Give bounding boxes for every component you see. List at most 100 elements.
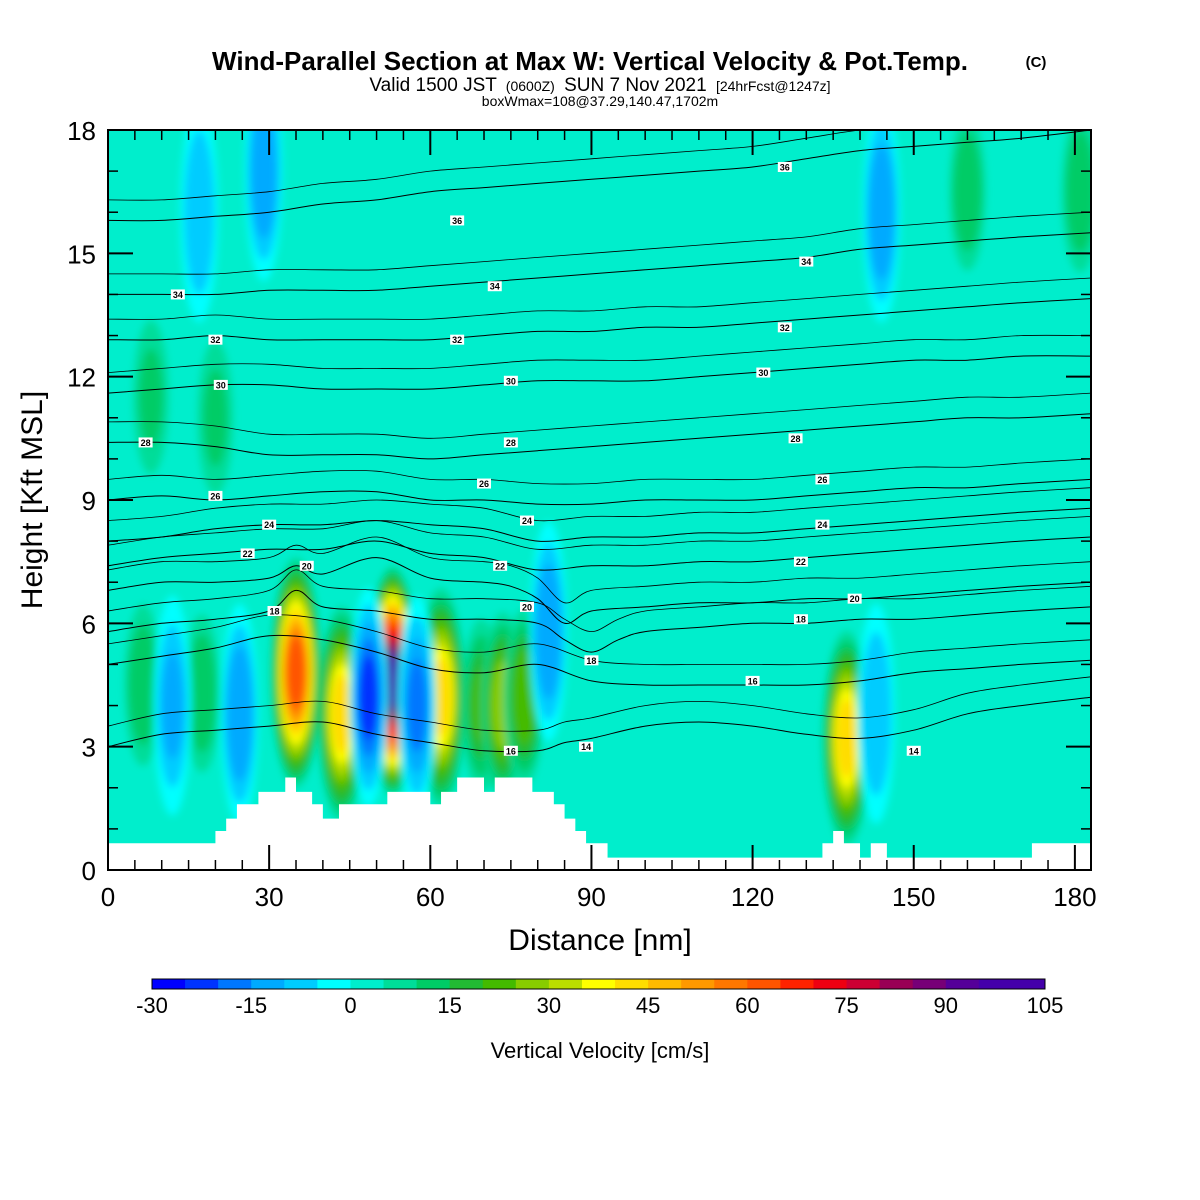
y-tick-label: 9 <box>82 486 96 516</box>
theta-contour-18 <box>108 589 1091 653</box>
contour-label-bg <box>519 515 534 526</box>
colorbar-tick-label: 75 <box>834 993 858 1018</box>
contour-label-bg <box>240 548 255 559</box>
contour-label: 24 <box>264 520 274 530</box>
colorbar-swatch <box>152 979 186 989</box>
contour-label: 30 <box>216 380 226 390</box>
colorbar-swatch <box>1011 979 1046 989</box>
y-tick-label: 15 <box>67 239 96 269</box>
contour-labels: 14 14 16 16 18 18 18 20 20 20 22 22 22 24 24 24 26 26 26 28… <box>138 162 921 756</box>
colorbar-swatch <box>482 979 517 989</box>
x-tick-label: 30 <box>255 882 284 912</box>
contour-label: 28 <box>141 438 151 448</box>
x-tick-label: 60 <box>416 882 445 912</box>
colorbar-swatch <box>747 979 781 989</box>
updraft-11 <box>1070 151 1091 232</box>
valid-date: SUN 7 Nov 2021 <box>564 75 707 96</box>
updraft-12 <box>203 369 228 467</box>
contour-label: 32 <box>452 335 462 345</box>
colorbar-swatch <box>251 979 285 989</box>
contour-label-bg <box>477 478 492 489</box>
title-block: Wind-Parallel Section at Max W: Vertical… <box>212 46 1046 109</box>
terrain-fill <box>108 777 1091 870</box>
valid-zulu: (0600Z) <box>506 78 555 94</box>
contour-label: 26 <box>210 491 220 501</box>
y-tick-label: 0 <box>82 856 96 886</box>
contour-label: 18 <box>270 607 280 617</box>
theta-contour-22 <box>108 536 1091 571</box>
contour-label: 26 <box>479 479 489 489</box>
colorbar-swatch <box>846 979 881 989</box>
updraft-4 <box>385 655 400 706</box>
copyright-mark: (C) <box>1026 54 1047 71</box>
contour-label: 34 <box>173 290 183 300</box>
theta-contour-32 <box>108 298 1091 341</box>
updraft-3 <box>333 684 350 744</box>
contour-label: 14 <box>581 742 591 752</box>
x-tick-label: 120 <box>731 882 774 912</box>
contour-label: 32 <box>780 323 790 333</box>
colorbar-swatch <box>284 979 318 989</box>
theta-contour-minor <box>108 458 1091 485</box>
contour-label: 22 <box>796 557 806 567</box>
colorbar-swatch <box>714 979 748 989</box>
contour-label-bg <box>788 433 803 444</box>
box-info: boxWmax=108@37.29,140.47,1702m <box>482 93 718 109</box>
colorbar-tick-label: 30 <box>537 993 561 1018</box>
contour-label-bg <box>208 334 223 345</box>
colorbar-swatch <box>879 979 914 989</box>
downdraft-8 <box>865 660 888 768</box>
contour-label: 14 <box>909 746 919 756</box>
downdraft-5 <box>253 130 274 218</box>
contour-label: 20 <box>302 561 312 571</box>
contour-label-bg <box>745 675 760 686</box>
contour-label: 28 <box>791 434 801 444</box>
contour-label-bg <box>213 379 228 390</box>
theta-contour-minor <box>108 569 1091 633</box>
contour-label-bg <box>777 162 792 172</box>
contour-label-bg <box>579 741 594 752</box>
contour-label-bg <box>503 375 518 386</box>
x-axis-label: Distance [nm] <box>508 924 691 957</box>
contour-label: 18 <box>586 656 596 666</box>
updraft-5 <box>432 667 450 728</box>
theta-contour-26 <box>108 478 1091 506</box>
theta-contour-minor <box>108 211 1091 275</box>
contour-label: 26 <box>817 475 827 485</box>
theta-contour-14 <box>108 696 1091 753</box>
contour-label-bg <box>519 601 534 612</box>
theta-contour-28 <box>108 413 1091 460</box>
colorbar-swatch <box>681 979 715 989</box>
colorbar-swatch <box>945 979 980 989</box>
colorbar-swatch <box>185 979 219 989</box>
contour-label: 24 <box>522 516 532 526</box>
theta-contour-minor <box>108 277 1091 320</box>
updraft-1 <box>192 653 213 733</box>
contour-label-bg <box>847 593 862 604</box>
downdraft-3 <box>406 659 427 752</box>
colorbar-swatch <box>581 979 616 989</box>
colorbar-swatch <box>416 979 451 989</box>
colorbar-tick-label: 0 <box>344 993 356 1018</box>
valid-prefix: Valid 1500 JST <box>369 75 497 96</box>
contour-label-bg <box>799 256 814 267</box>
valid-line: Valid 1500 JST (0600Z) SUN 7 Nov 2021 [2… <box>369 75 830 96</box>
contour-label: 24 <box>817 520 827 530</box>
terrain <box>108 777 1091 870</box>
downdraft-7 <box>871 165 892 259</box>
contour-label-bg <box>584 655 599 666</box>
field-cells <box>124 130 1091 846</box>
colorbar-tick-label: 105 <box>1027 993 1064 1018</box>
contour-label: 30 <box>758 368 768 378</box>
x-tick-label: 90 <box>577 882 606 912</box>
contour-label-bg <box>777 322 792 333</box>
contour-label: 30 <box>506 376 516 386</box>
theta-contour-20 <box>108 557 1091 624</box>
y-tick-label: 18 <box>67 116 96 146</box>
contour-label-bg <box>299 560 314 571</box>
colorbar-tick-label: 60 <box>735 993 759 1018</box>
y-tick-label: 12 <box>67 363 96 393</box>
colorbar-label: Vertical Velocity [cm/s] <box>491 1038 710 1063</box>
contour-label: 18 <box>796 615 806 625</box>
